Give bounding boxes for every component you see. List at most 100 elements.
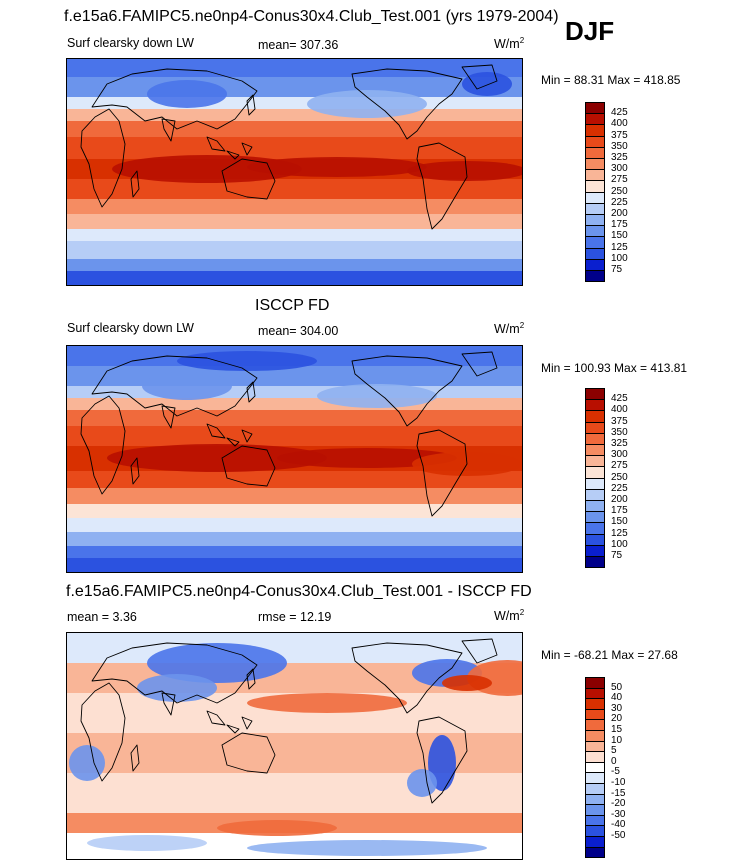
- field-band: [67, 241, 522, 259]
- colorbar-tick-label: 0: [611, 755, 617, 767]
- field-band: [67, 97, 522, 109]
- field-band: [67, 773, 522, 813]
- field-anomaly: [107, 444, 327, 472]
- field-band: [67, 633, 522, 663]
- colorbar-tick-label: 250: [611, 471, 628, 483]
- coastline: [80, 395, 126, 495]
- colorbar-cell: [585, 146, 605, 159]
- colorbar-tick-label: -30: [611, 808, 626, 820]
- panel-2-mean-label: mean= 304.00: [258, 324, 339, 338]
- colorbar-tick-label: 375: [611, 129, 628, 141]
- coastline: [416, 429, 468, 517]
- panel-1-units: W/m2: [494, 36, 525, 52]
- panel-3-mean-label: mean = 3.36: [67, 610, 137, 624]
- coastline: [206, 136, 253, 160]
- colorbar-cell: [585, 124, 605, 137]
- colorbar-cell: [585, 421, 605, 434]
- colorbar-cell: [585, 258, 605, 271]
- coastline: [461, 64, 498, 90]
- field-band: [67, 271, 522, 285]
- panel-2-minmax: Min = 100.93 Max = 413.81: [541, 361, 688, 375]
- coastline: [246, 94, 256, 116]
- colorbar-cell: [585, 698, 605, 710]
- colorbar-tick-label: 300: [611, 449, 628, 461]
- colorbar-tick-label: -40: [611, 819, 626, 831]
- colorbar-cell: [585, 225, 605, 238]
- coastline: [161, 118, 176, 142]
- coastline: [416, 142, 468, 230]
- coastline: [221, 732, 276, 774]
- colorbar-cell: [585, 466, 605, 479]
- colorbar-cell: [585, 836, 605, 848]
- colorbar-cell: [585, 511, 605, 524]
- field-anomaly: [112, 155, 302, 183]
- coastline: [91, 355, 258, 417]
- panel-2-map: [66, 345, 523, 573]
- colorbar-tick-label: 150: [611, 516, 628, 528]
- field-anomaly: [147, 80, 227, 108]
- colorbar-cell: [585, 202, 605, 215]
- colorbar-cell: [585, 191, 605, 204]
- field-band: [67, 214, 522, 229]
- colorbar-cell: [585, 522, 605, 535]
- colorbar-tick-label: 275: [611, 174, 628, 186]
- coastline: [91, 642, 258, 704]
- field-anomaly: [87, 835, 207, 851]
- coastline: [161, 692, 176, 716]
- colorbar-tick-label: -15: [611, 787, 626, 799]
- field-anomaly: [69, 745, 105, 781]
- field-anomaly: [317, 384, 437, 408]
- field-band: [67, 259, 522, 271]
- colorbar-tick-label: 350: [611, 140, 628, 152]
- coastline: [221, 158, 276, 200]
- colorbar-cell: [585, 783, 605, 795]
- colorbar-tick-label: 40: [611, 692, 623, 704]
- field-anomaly: [277, 448, 457, 468]
- colorbar-tick-label: 425: [611, 107, 628, 119]
- colorbar-cell: [585, 102, 605, 115]
- colorbar-cell: [585, 388, 605, 401]
- colorbar-tick-label: 425: [611, 393, 628, 405]
- field-band: [67, 109, 522, 121]
- panel-3-map: [66, 632, 523, 860]
- colorbar-cell: [585, 444, 605, 457]
- coastline: [461, 351, 498, 377]
- colorbar-cell: [585, 825, 605, 837]
- colorbar-tick-label: 10: [611, 734, 623, 746]
- colorbar-tick-label: 125: [611, 241, 628, 253]
- panel-1-map: [66, 58, 523, 286]
- field-anomaly: [307, 90, 427, 118]
- coastline: [351, 68, 463, 140]
- field-band: [67, 471, 522, 488]
- colorbar-cell: [585, 477, 605, 490]
- colorbar-cell: [585, 772, 605, 784]
- colorbar-cell: [585, 113, 605, 126]
- colorbar-cell: [585, 814, 605, 827]
- field-anomaly: [442, 675, 492, 691]
- colorbar-tick-label: 325: [611, 152, 628, 163]
- colorbar-tick-label: 30: [611, 702, 623, 714]
- colorbar-tick-label: 5: [611, 745, 617, 757]
- colorbar-cell: [585, 793, 605, 806]
- colorbar-tick-label: 200: [611, 208, 628, 219]
- colorbar-tick-label: 400: [611, 404, 628, 416]
- panel-3-title: f.e15a6.FAMIPC5.ne0np4-Conus30x4.Club_Te…: [66, 583, 532, 600]
- colorbar-tick-label: 50: [611, 681, 623, 693]
- figure-title: f.e15a6.FAMIPC5.ne0np4-Conus30x4.Club_Te…: [64, 8, 559, 25]
- panel-3-units: W/m2: [494, 608, 525, 624]
- field-anomaly: [407, 161, 522, 181]
- colorbar-cell: [585, 751, 605, 763]
- coastline: [246, 668, 256, 690]
- colorbar-cell: [585, 488, 605, 501]
- season-label: DJF: [565, 16, 615, 46]
- coastline: [91, 68, 258, 130]
- colorbar-tick-label: 225: [611, 482, 628, 494]
- colorbar-tick-label: 15: [611, 724, 623, 735]
- colorbar-cell: [585, 730, 605, 742]
- field-band: [67, 546, 522, 558]
- colorbar-cell: [585, 169, 605, 182]
- colorbar-cell: [585, 135, 605, 148]
- colorbar-cell: [585, 432, 605, 445]
- field-band: [67, 77, 522, 97]
- field-band: [67, 121, 522, 137]
